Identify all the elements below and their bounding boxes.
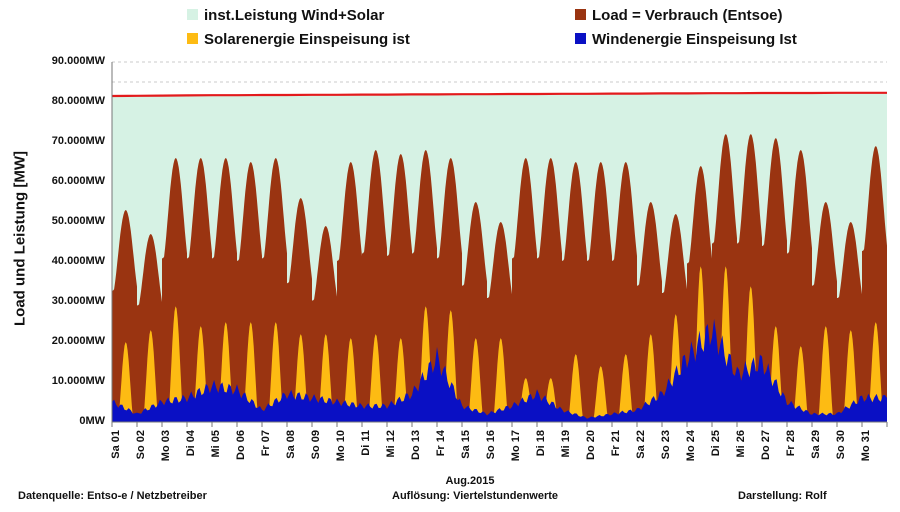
x-tick-label: So 09 [310,430,322,459]
legend-item-wind: Windenergie Einspeisung Ist [575,31,797,48]
x-axis-title: Aug.2015 [445,475,495,487]
x-tick-label: Do 13 [410,430,422,460]
footer-resolution: Auflösung: Viertelstundenwerte [392,490,559,502]
legend-item-load: Load = Verbrauch (Entsoe) [575,7,782,24]
legend-item-solar: Solarenergie Einspeisung ist [187,31,410,48]
footer-author: Darstellung: Rolf [738,490,827,502]
series-areas [111,91,887,423]
x-tick-label: Do 27 [760,430,772,460]
x-tick-label: Sa 15 [460,430,472,459]
x-tick-label: So 02 [135,430,147,459]
x-tick-label: Di 18 [535,430,547,456]
x-tick-label: Mi 12 [385,430,397,458]
x-tick-label: Do 06 [235,430,247,460]
y-tick-label: 80.000MW [51,95,105,107]
legend-label-load: Load = Verbrauch (Entsoe) [592,7,783,24]
x-tick-label: Sa 01 [110,430,122,459]
x-tick-label: Fr 14 [435,429,447,456]
axes: Sa 01 So 02 Mo 03 Di 04 Mi 05 Do 06 Fr 07 Sa 08… [110,62,888,461]
x-tick-label: Sa 08 [285,430,297,459]
y-tick-label: 20.000MW [51,335,105,347]
y-tick-label: 10.000MW [51,375,105,387]
y-axis-title: Load und Leistung [MW] [11,151,29,326]
installed-capacity-line [111,91,887,98]
y-tick-label: 70.000MW [51,135,105,147]
area-solar [112,266,887,422]
x-tick-label: Di 04 [185,429,197,456]
legend-label-installed: inst.Leistung Wind+Solar [204,7,385,24]
x-tick-label: Mi 26 [735,430,747,458]
y-tick-label: 90.000MW [51,55,105,67]
x-tick-label: Mo 17 [510,430,522,461]
legend-swatch-load [575,8,586,20]
legend-swatch-installed [187,8,198,20]
x-tick-label: Di 25 [710,430,722,456]
x-tick-label: Sa 29 [810,430,822,459]
x-tick-label: Mo 10 [335,430,347,461]
x-tick-label: Di 11 [360,430,372,456]
y-tick-label: 0MW [79,415,105,427]
x-tick-label: Mi 05 [210,430,222,458]
legend-swatch-wind [575,32,586,44]
footer-source: Datenquelle: Entso-e / Netzbetreiber [18,490,207,502]
x-tick-label: Mo 24 [685,429,697,461]
x-tick-label: So 23 [660,430,672,459]
x-tick-label: Mo 31 [860,430,872,461]
x-tick-label: Fr 21 [610,430,622,456]
x-tick-label: Fr 28 [785,430,797,456]
x-tick-label: Sa 22 [635,430,647,459]
legend-label-wind: Windenergie Einspeisung Ist [592,31,797,48]
x-tick-label: Do 20 [585,430,597,460]
x-tick-label: Fr 07 [260,430,272,456]
y-tick-label: 30.000MW [51,295,105,307]
y-tick-label: 50.000MW [51,215,105,227]
legend-swatch-solar [187,32,198,44]
x-tick-label: So 30 [835,430,847,459]
legend-label-solar: Solarenergie Einspeisung ist [204,31,410,48]
area-wind [112,318,887,422]
x-tick-label: Mi 19 [560,430,572,458]
legend-item-installed: inst.Leistung Wind+Solar [187,7,384,24]
x-tick-label: Mo 03 [160,430,172,461]
y-tick-label: 60.000MW [51,175,105,187]
y-tick-label: 40.000MW [51,255,105,267]
x-tick-label: So 16 [485,430,497,459]
